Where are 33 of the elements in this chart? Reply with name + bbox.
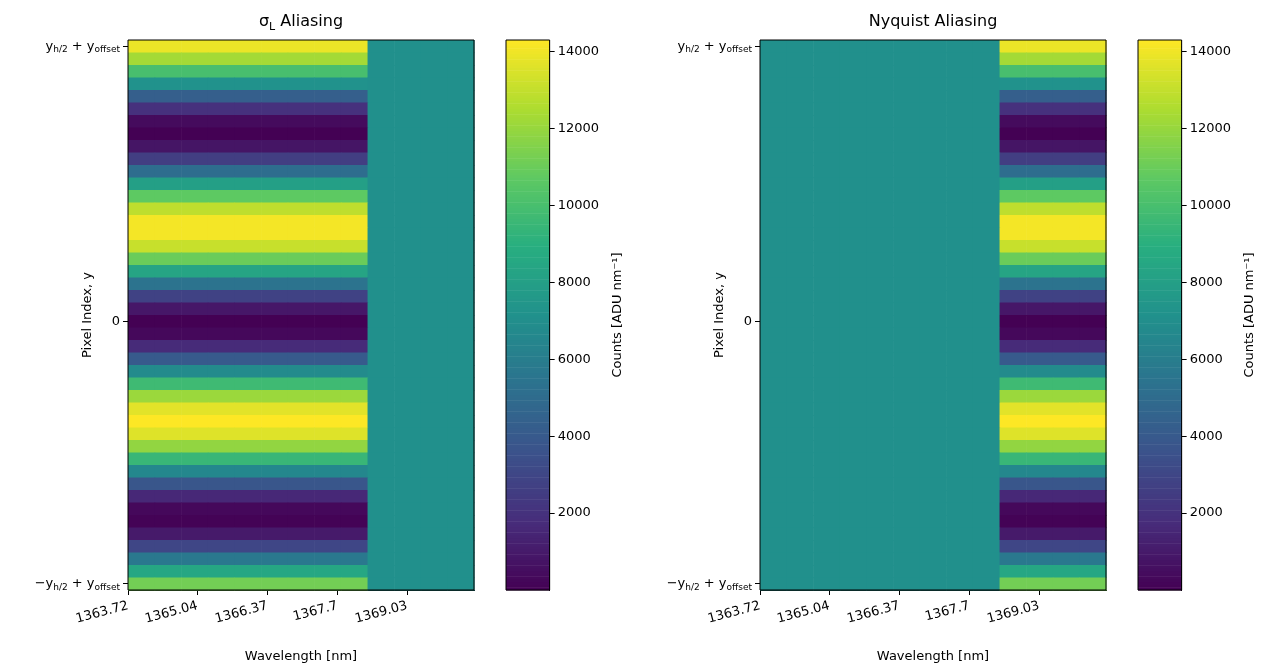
color-bar-label: 14000 — [1189, 42, 1231, 58]
color-bar-label: 2000 — [557, 504, 591, 520]
color-bar-label: 2000 — [1189, 504, 1223, 520]
x-tick-label: 1369.03 — [353, 597, 409, 626]
color-bar-label: 8000 — [557, 273, 591, 289]
x-tick-label: 1367.7 — [291, 597, 339, 624]
x-axis-title: Wavelength [nm] — [244, 647, 358, 663]
x-tick-label: 1365.04 — [775, 597, 832, 626]
color-bar-title: Counts [ADU nm⁻¹] — [609, 252, 625, 378]
x-tick-label: 1366.37 — [213, 597, 269, 626]
color-bar-label: 6000 — [557, 350, 591, 366]
color-bar-label: 14000 — [557, 42, 599, 58]
x-tick-label: 1369.03 — [985, 597, 1041, 626]
x-tick-label: 1367.7 — [923, 597, 971, 624]
color-bar-label: 4000 — [1189, 427, 1223, 443]
chart-title: Nyquist Aliasing — [868, 11, 998, 31]
color-bar-label: 6000 — [1189, 350, 1223, 366]
color-bar-title: Counts [ADU nm⁻¹] — [1241, 252, 1257, 378]
color-bar-label: 8000 — [1189, 273, 1223, 289]
y-tick-label: 0 — [111, 312, 121, 328]
y-tick-label: 0 — [743, 312, 753, 328]
y-axis-title: Pixel Index, y — [79, 271, 95, 358]
color-bar-label: 10000 — [1189, 196, 1231, 212]
x-axis-title: Wavelength [nm] — [876, 647, 990, 663]
color-bar-label: 12000 — [1189, 119, 1231, 135]
x-tick-label: 1363.72 — [73, 597, 130, 626]
color-bar-label: 4000 — [557, 427, 591, 443]
color-bar-label: 12000 — [557, 119, 599, 135]
x-tick-label: 1363.72 — [705, 597, 762, 626]
x-tick-label: 1365.04 — [143, 597, 200, 626]
color-bar-label: 10000 — [557, 196, 599, 212]
x-tick-label: 1366.37 — [845, 597, 901, 626]
y-axis-title: Pixel Index, y — [711, 271, 727, 358]
